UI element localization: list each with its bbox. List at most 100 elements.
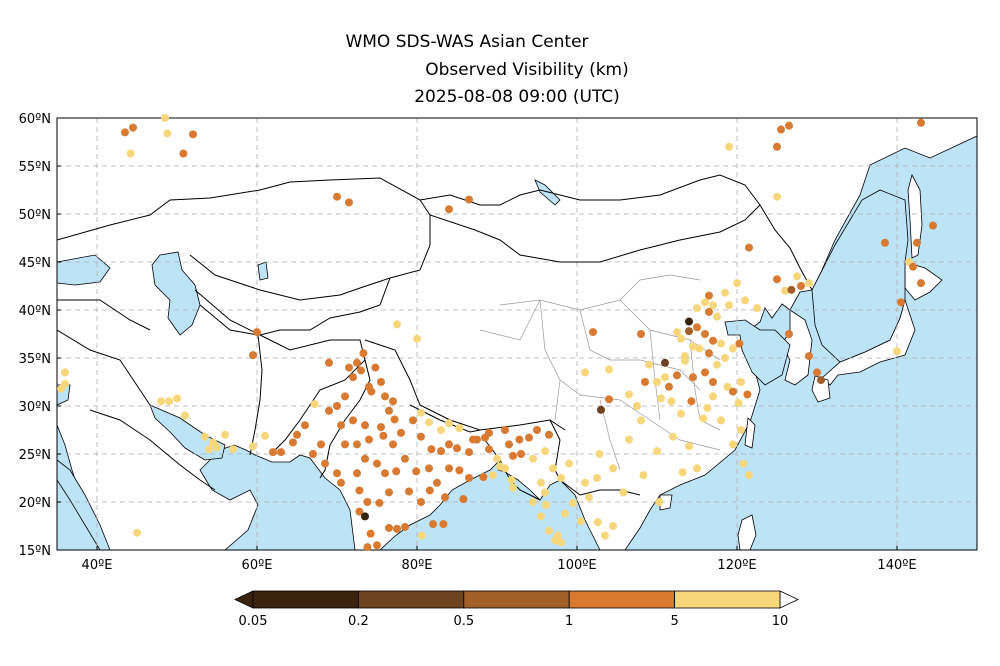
station-marker — [373, 459, 381, 468]
station-marker — [781, 286, 789, 295]
station-marker — [665, 382, 673, 391]
station-marker — [689, 373, 697, 382]
station-marker — [529, 454, 537, 463]
station-marker — [189, 130, 197, 139]
station-marker — [529, 498, 537, 506]
station-marker — [385, 488, 393, 497]
station-marker — [507, 475, 516, 484]
map-axes: 15ºN 20ºN 25ºN 30ºN 35ºN 40ºN 45ºN 50ºN 55ºN 60ºN… — [19, 112, 917, 573]
station-marker — [753, 304, 761, 313]
station-marker — [465, 448, 473, 457]
station-marker — [601, 531, 609, 540]
station-marker — [57, 384, 65, 393]
station-marker — [551, 536, 560, 545]
station-marker — [817, 376, 825, 385]
station-marker — [361, 454, 369, 463]
map-frame — [56, 117, 978, 551]
station-marker — [249, 442, 257, 451]
station-marker — [653, 447, 661, 456]
station-marker — [681, 356, 689, 365]
station-marker — [489, 471, 497, 480]
bohai-yellow-sea — [724, 319, 791, 386]
station-marker — [321, 459, 329, 468]
station-marker — [355, 507, 364, 516]
station-marker — [445, 205, 453, 214]
station-marker — [653, 378, 661, 386]
lon-tick-label: 80ºE — [402, 558, 433, 573]
station-marker — [793, 272, 801, 281]
station-marker — [669, 432, 677, 441]
station-marker — [705, 349, 713, 358]
lat-tick-label: 55ºN — [19, 160, 51, 175]
station-marker — [379, 431, 388, 440]
station-marker — [699, 414, 708, 423]
station-marker — [385, 406, 393, 415]
station-marker — [353, 469, 361, 478]
station-marker — [541, 488, 549, 497]
station-marker — [705, 307, 713, 316]
station-marker — [897, 298, 905, 307]
station-marker — [501, 464, 509, 473]
station-marker — [417, 498, 425, 506]
station-marker — [277, 448, 285, 457]
station-marker — [893, 347, 901, 356]
station-marker — [213, 443, 221, 452]
station-marker — [713, 360, 721, 369]
station-marker — [693, 323, 701, 332]
station-marker — [405, 487, 413, 496]
station-marker — [687, 397, 696, 406]
japan-kyushu — [811, 375, 831, 403]
station-marker — [359, 349, 368, 358]
station-marker — [459, 495, 468, 504]
station-marker — [390, 415, 399, 424]
station-marker — [909, 262, 917, 271]
colorbar-min-extend — [234, 590, 254, 609]
station-marker — [485, 445, 493, 454]
station-marker — [161, 114, 169, 122]
station-marker — [397, 428, 405, 437]
colorbar-legend: 0.05 0.2 0.5 1 5 10 — [234, 590, 799, 629]
station-marker — [392, 467, 401, 476]
station-marker — [741, 296, 749, 305]
station-marker — [353, 440, 361, 449]
lon-tick-label: 60ºE — [242, 558, 273, 573]
station-marker — [637, 416, 645, 425]
station-marker — [729, 344, 737, 353]
station-marker — [425, 464, 433, 473]
lat-tick-label: 30ºN — [19, 400, 51, 415]
station-marker — [433, 478, 441, 487]
station-marker — [593, 474, 601, 482]
station-marker — [381, 469, 389, 478]
border-kazakhstan — [189, 215, 431, 301]
station-marker — [301, 421, 309, 430]
station-marker — [157, 397, 165, 406]
sea-of-japan — [811, 189, 909, 363]
station-marker — [609, 464, 617, 473]
station-marker — [333, 402, 341, 410]
station-marker — [325, 406, 333, 415]
lat-tick-label: 20ºN — [19, 496, 51, 511]
station-marker — [625, 390, 633, 399]
station-marker — [805, 279, 813, 288]
station-marker — [341, 392, 349, 401]
station-marker — [417, 408, 425, 417]
station-marker — [737, 426, 745, 434]
border-mongolia-china — [419, 199, 761, 263]
station-marker — [667, 397, 676, 406]
station-marker — [293, 430, 301, 439]
station-marker — [355, 486, 364, 495]
station-marker — [685, 317, 693, 326]
station-marker — [743, 390, 752, 399]
station-marker — [637, 330, 645, 338]
station-marker — [693, 304, 701, 313]
station-marker — [445, 440, 453, 449]
lon-tick-label: 120ºE — [717, 558, 756, 573]
colorbar-segment — [357, 590, 465, 609]
station-marker — [485, 428, 493, 437]
station-marker — [729, 440, 737, 449]
border-russia-south — [57, 174, 813, 291]
station-marker — [595, 450, 604, 458]
border-central-asia — [194, 277, 391, 336]
lat-tick-label: 45ºN — [19, 256, 51, 271]
border-nepal — [409, 404, 481, 433]
